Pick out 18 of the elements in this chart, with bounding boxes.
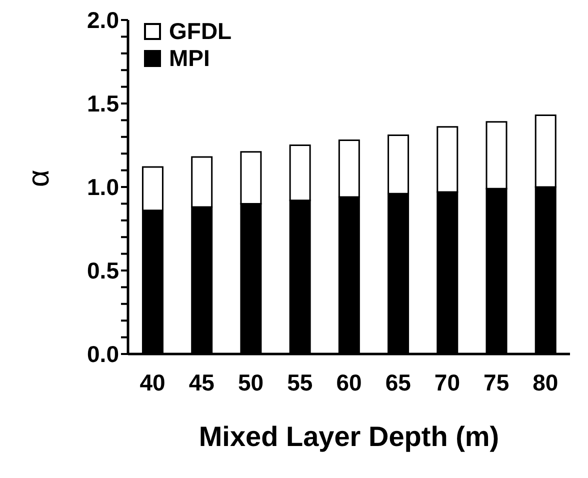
x-tick-label: 40 xyxy=(140,369,166,396)
y-tick-label: 0.5 xyxy=(87,258,120,284)
y-tick-label: 2.0 xyxy=(87,7,119,34)
y-axis-title: α xyxy=(22,170,56,187)
legend-label: MPI xyxy=(169,45,210,72)
y-tick-label: 0.0 xyxy=(87,341,119,368)
y-tick-label: 1.5 xyxy=(87,90,120,117)
x-tick-label: 65 xyxy=(385,369,412,396)
x-tick-label: 55 xyxy=(287,369,313,396)
x-tick-label: 75 xyxy=(484,369,510,396)
legend-label: GFDL xyxy=(169,18,232,45)
x-tick-label: 70 xyxy=(434,369,460,396)
x-axis-title: Mixed Layer Depth (m) xyxy=(198,421,500,452)
x-tick-label: 50 xyxy=(238,369,264,396)
y-tick-label: 1.0 xyxy=(87,174,119,200)
x-tick-label: 80 xyxy=(532,369,558,396)
x-tick-label: 60 xyxy=(336,369,362,396)
x-tick-label: 45 xyxy=(188,369,215,396)
